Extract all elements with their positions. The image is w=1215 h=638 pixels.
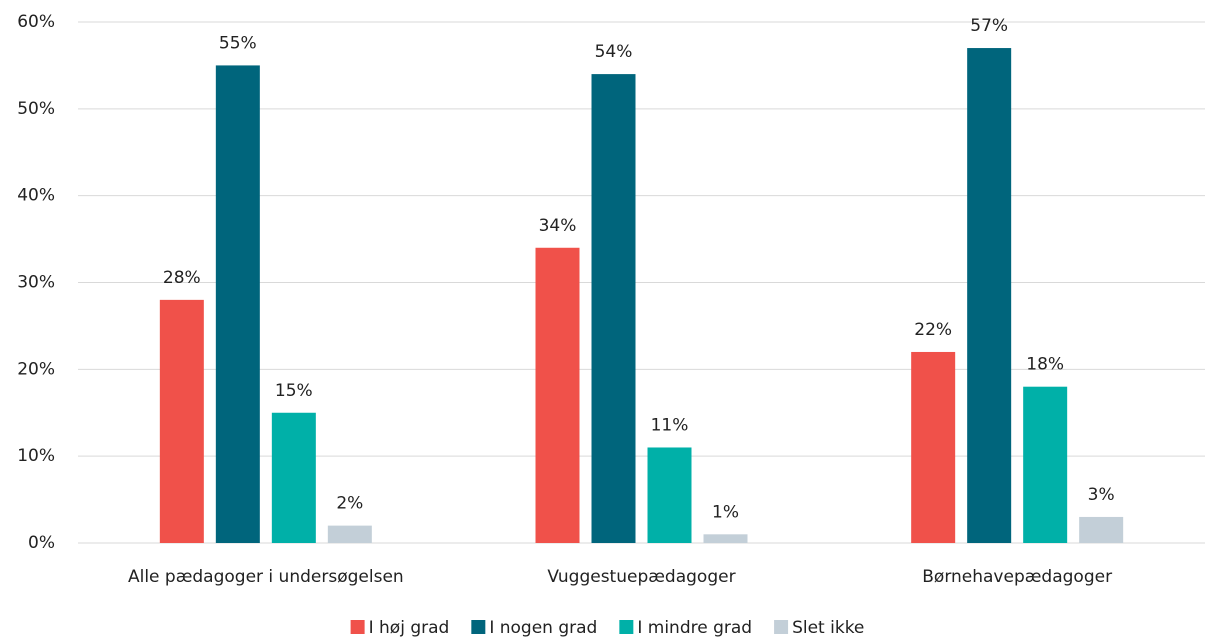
legend-label: I nogen grad [489,618,597,638]
bar [1079,516,1124,543]
bar [1023,386,1068,543]
data-label: 54% [595,42,633,62]
data-label: 2% [336,494,363,514]
y-tick-label: 30% [17,273,55,293]
bar [327,525,372,543]
legend-label: Slet ikke [792,618,864,638]
data-label: 3% [1088,485,1115,505]
data-label: 22% [914,320,952,340]
data-label: 18% [1026,355,1064,375]
bar [159,299,204,543]
y-tick-label: 0% [28,533,55,553]
data-label: 34% [539,216,577,236]
bar [271,412,316,543]
legend-swatch [471,620,486,634]
x-tick-label: Vuggestuepædagoger [547,567,735,587]
data-label: 15% [275,381,313,401]
legend-swatch [774,620,789,634]
x-tick-label: Alle pædagoger i undersøgelsen [128,567,404,587]
bar [703,534,748,543]
legend-swatch [350,620,365,634]
legend-label: I høj grad [369,618,450,638]
legend-swatch [619,620,634,634]
bar [911,351,956,543]
y-tick-label: 60% [17,12,55,32]
bar [967,48,1012,544]
y-tick-label: 50% [17,99,55,119]
bar [591,74,636,543]
data-label: 57% [970,16,1008,36]
y-tick-label: 20% [17,359,55,379]
bar [535,247,580,543]
y-tick-label: 40% [17,186,55,206]
data-label: 28% [163,268,201,288]
data-label: 11% [651,415,689,435]
bar [647,447,692,543]
bar [215,65,260,544]
y-tick-label: 10% [17,446,55,466]
data-label: 1% [712,502,739,522]
data-label: 55% [219,33,257,53]
legend-label: I mindre grad [637,618,752,638]
x-tick-label: Børnehavepædagoger [922,567,1112,587]
